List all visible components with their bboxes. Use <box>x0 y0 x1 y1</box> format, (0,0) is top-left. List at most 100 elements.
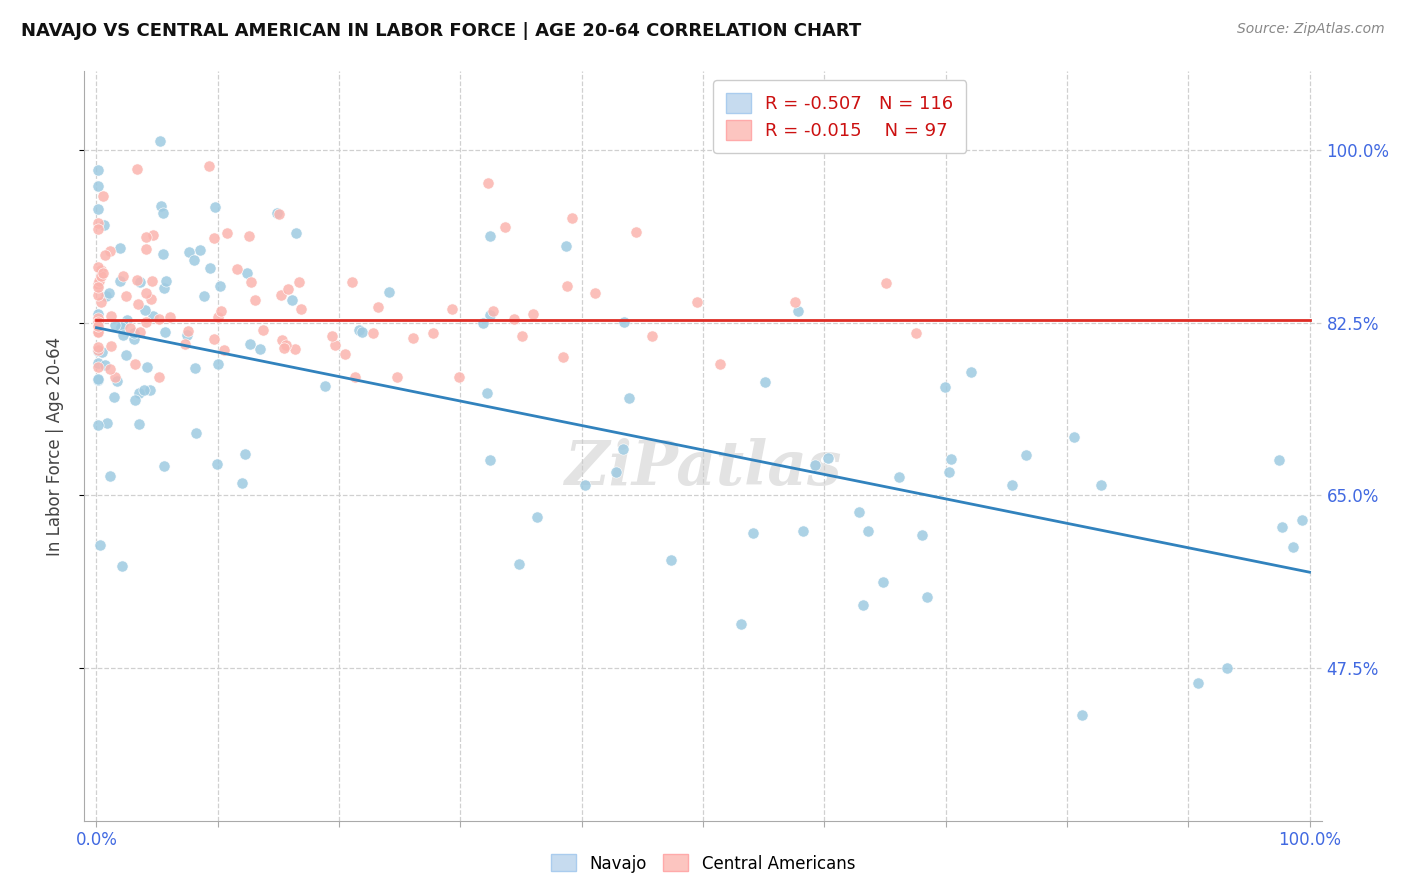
Point <box>128 275 150 289</box>
Point <box>155 274 177 288</box>
Point <box>1071 707 1094 722</box>
Point <box>270 287 292 301</box>
Point <box>86 280 108 294</box>
Point <box>86 288 108 302</box>
Point <box>1291 513 1313 527</box>
Point <box>276 338 298 352</box>
Point <box>141 274 163 288</box>
Point <box>494 220 516 235</box>
Point <box>152 205 174 219</box>
Point <box>89 273 111 287</box>
Point <box>112 268 135 283</box>
Point <box>321 328 343 343</box>
Point <box>553 350 575 364</box>
Point <box>475 386 498 401</box>
Point <box>1270 520 1292 534</box>
Point <box>153 458 176 473</box>
Point <box>127 297 149 311</box>
Point <box>98 362 121 376</box>
Text: ZiPatlas: ZiPatlas <box>564 439 842 499</box>
Point <box>1015 448 1038 462</box>
Point <box>148 370 170 384</box>
Point <box>103 390 125 404</box>
Point <box>111 559 134 574</box>
Point <box>120 321 142 335</box>
Point <box>447 370 470 384</box>
Point <box>872 575 894 590</box>
Point <box>502 312 524 326</box>
Point <box>709 357 731 371</box>
Point <box>804 458 827 473</box>
Point <box>686 295 709 310</box>
Point <box>617 392 640 406</box>
Point <box>91 189 114 203</box>
Point <box>135 315 157 329</box>
Point <box>290 301 312 316</box>
Point <box>240 275 263 289</box>
Point <box>1268 452 1291 467</box>
Point <box>124 392 146 407</box>
Point <box>128 417 150 431</box>
Point <box>266 206 288 220</box>
Point <box>86 343 108 358</box>
Point <box>343 370 366 384</box>
Point <box>184 361 207 376</box>
Point <box>235 447 257 461</box>
Point <box>245 293 267 307</box>
Point <box>236 266 259 280</box>
Point <box>522 307 544 321</box>
Point <box>142 228 165 243</box>
Point <box>90 269 112 284</box>
Point <box>89 294 111 309</box>
Point <box>153 325 176 339</box>
Point <box>605 465 627 479</box>
Point <box>124 357 146 371</box>
Legend: Navajo, Central Americans: Navajo, Central Americans <box>544 847 862 880</box>
Point <box>314 379 336 393</box>
Point <box>150 199 173 213</box>
Point <box>277 282 299 296</box>
Point <box>422 326 444 340</box>
Point <box>340 276 363 290</box>
Point <box>479 453 502 467</box>
Point <box>472 316 495 330</box>
Point <box>231 475 253 490</box>
Point <box>122 326 145 341</box>
Point <box>361 326 384 340</box>
Point <box>583 285 606 300</box>
Point <box>269 207 291 221</box>
Point <box>86 216 108 230</box>
Point <box>115 312 138 326</box>
Point <box>86 343 108 357</box>
Point <box>754 376 776 390</box>
Point <box>139 384 162 398</box>
Point <box>510 328 533 343</box>
Point <box>153 281 176 295</box>
Point <box>482 303 505 318</box>
Point <box>555 279 578 293</box>
Point <box>98 244 121 258</box>
Y-axis label: In Labor Force | Age 20-64: In Labor Force | Age 20-64 <box>45 336 63 556</box>
Point <box>323 337 346 351</box>
Point <box>1281 540 1303 554</box>
Point <box>938 465 960 479</box>
Point <box>478 228 501 243</box>
Point <box>624 226 647 240</box>
Point <box>440 301 463 316</box>
Point <box>207 357 229 371</box>
Point <box>555 239 578 253</box>
Point <box>574 477 596 491</box>
Point <box>134 303 156 318</box>
Point <box>93 219 115 233</box>
Point <box>135 359 157 374</box>
Point <box>87 417 110 432</box>
Point <box>207 310 229 324</box>
Point <box>148 312 170 326</box>
Point <box>225 261 247 276</box>
Point <box>114 348 136 362</box>
Point <box>385 370 408 384</box>
Point <box>114 288 136 302</box>
Point <box>742 526 765 541</box>
Point <box>174 337 197 351</box>
Point <box>202 332 225 346</box>
